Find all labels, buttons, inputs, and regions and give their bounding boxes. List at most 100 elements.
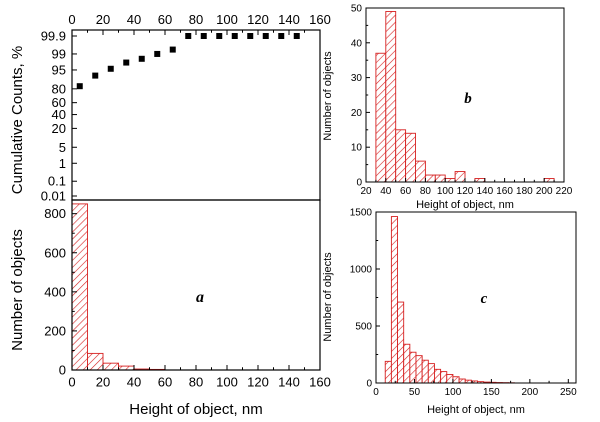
x-tick-label: 0 xyxy=(68,374,75,389)
y-tick-label: 40 xyxy=(52,107,66,122)
y-tick-label: 800 xyxy=(44,206,66,221)
histogram-bar xyxy=(424,174,436,183)
y-tick-label: 40 xyxy=(351,38,363,49)
panel-a-cumulative: 0 20 40 60 80 100 120 140 160 0.010.115204060809… xyxy=(9,12,331,204)
panel-a-cumulative-y-label: Cumulative Counts, % xyxy=(9,46,26,194)
cumulative-point xyxy=(76,83,83,90)
x-tick-label: 140 xyxy=(278,374,300,389)
panel-a-x-label: Height of object, nm xyxy=(129,401,262,418)
panel-c-letter: c xyxy=(481,291,488,307)
panel-b-bars xyxy=(375,11,555,183)
panel-a-cumulative-points xyxy=(76,33,300,90)
histogram-bar xyxy=(87,352,104,371)
y-tick-label: 30 xyxy=(351,73,363,84)
y-tick-label: 0.1 xyxy=(48,174,66,189)
x-tick-label: 180 xyxy=(516,186,533,197)
panel-c-x-label: Height of object, nm xyxy=(427,404,525,416)
histogram-bar xyxy=(405,132,416,183)
histogram-bar xyxy=(444,178,456,183)
histogram-bar xyxy=(434,368,442,384)
panel-a-bars xyxy=(71,203,166,371)
histogram-bar xyxy=(409,351,417,384)
y-tick-label: 0 xyxy=(59,363,66,378)
cumulative-point xyxy=(138,55,145,62)
x-tick-label: 120 xyxy=(247,12,269,27)
x-tick-label: 60 xyxy=(158,12,172,27)
y-tick-label: 0.01 xyxy=(41,189,66,204)
y-tick-label: 99.9 xyxy=(41,29,66,44)
x-tick-label: 100 xyxy=(437,186,454,197)
x-tick-label: 80 xyxy=(189,12,203,27)
x-tick-label: 60 xyxy=(158,374,172,389)
y-tick-label: 0 xyxy=(356,178,362,189)
histogram-bar xyxy=(415,160,426,183)
histogram-bar xyxy=(102,362,119,371)
panel-b-y-ticks: 0 10 20 30 40 50 xyxy=(351,4,370,189)
cumulative-point xyxy=(169,46,176,53)
histogram-bar xyxy=(543,178,555,183)
histogram-bar xyxy=(474,178,486,183)
histogram-bar xyxy=(385,11,397,183)
histogram-bar xyxy=(446,374,454,384)
y-tick-label: 400 xyxy=(44,284,66,299)
y-tick-label: 99 xyxy=(52,46,66,61)
histogram-bar xyxy=(440,371,448,384)
panel-c: 0 50 100 150 200 250 0 500 1000 1500 Number of o… xyxy=(322,208,577,417)
y-tick-label: 20 xyxy=(52,121,66,136)
y-tick-label: 200 xyxy=(44,323,66,338)
cumulative-point xyxy=(154,50,161,57)
cumulative-point xyxy=(92,72,99,79)
x-tick-label: 150 xyxy=(483,387,500,398)
y-tick-label: 500 xyxy=(355,322,372,333)
x-tick-label: 160 xyxy=(496,186,513,197)
cumulative-point xyxy=(123,59,130,66)
y-tick-label: 5 xyxy=(59,140,66,155)
cumulative-point xyxy=(200,33,207,39)
y-tick-label: 60 xyxy=(52,95,66,110)
histogram-bar xyxy=(395,129,407,183)
panel-a-x-ticks: 0 20 40 60 80 100 120 140 160 xyxy=(68,365,331,389)
x-tick-label: 80 xyxy=(189,374,203,389)
x-tick-label: 20 xyxy=(96,374,110,389)
panel-c-y-ticks: 0 500 1000 1500 xyxy=(350,208,380,390)
cumulative-point xyxy=(185,33,192,39)
y-tick-label: 20 xyxy=(351,108,363,119)
panel-a-letter: a xyxy=(196,289,204,306)
y-tick-label: 80 xyxy=(52,81,66,96)
cumulative-point xyxy=(278,33,285,39)
histogram-bar xyxy=(454,171,466,183)
x-tick-label: 120 xyxy=(457,186,474,197)
histogram-bar xyxy=(421,359,429,384)
cumulative-point xyxy=(107,65,114,72)
cumulative-point xyxy=(216,33,223,39)
x-tick-label: 0 xyxy=(68,12,75,27)
y-tick-label: 600 xyxy=(44,245,66,260)
x-tick-label: 160 xyxy=(309,12,331,27)
y-tick-label: 50 xyxy=(351,4,363,15)
x-tick-label: 0 xyxy=(373,387,379,398)
x-tick-label: 200 xyxy=(536,186,553,197)
panel-c-bars xyxy=(384,216,515,384)
panel-a-histogram-frame xyxy=(71,199,321,371)
panel-b-x-label: Height of object, nm xyxy=(416,199,514,211)
y-tick-label: 10 xyxy=(351,143,363,154)
panel-b-y-label: Number of objects xyxy=(322,51,334,141)
x-tick-label: 140 xyxy=(476,186,493,197)
panel-a-histogram-y-ticks: 0 200 400 600 800 xyxy=(44,206,77,378)
histogram-bar xyxy=(375,52,387,183)
histogram-bar xyxy=(458,378,466,384)
panel-a-cumulative-frame xyxy=(71,29,321,201)
x-tick-label: 40 xyxy=(127,374,141,389)
x-tick-label: 40 xyxy=(127,12,141,27)
x-tick-label: 20 xyxy=(360,186,372,197)
y-tick-label: 95 xyxy=(52,62,66,77)
histogram-bar xyxy=(71,203,88,371)
histogram-bar xyxy=(390,216,398,384)
x-tick-label: 100 xyxy=(216,374,238,389)
cumulative-point xyxy=(231,33,238,39)
x-tick-label: 120 xyxy=(247,374,269,389)
x-tick-label: 250 xyxy=(560,387,577,398)
panel-c-x-ticks: 0 50 100 150 200 250 xyxy=(373,379,577,398)
